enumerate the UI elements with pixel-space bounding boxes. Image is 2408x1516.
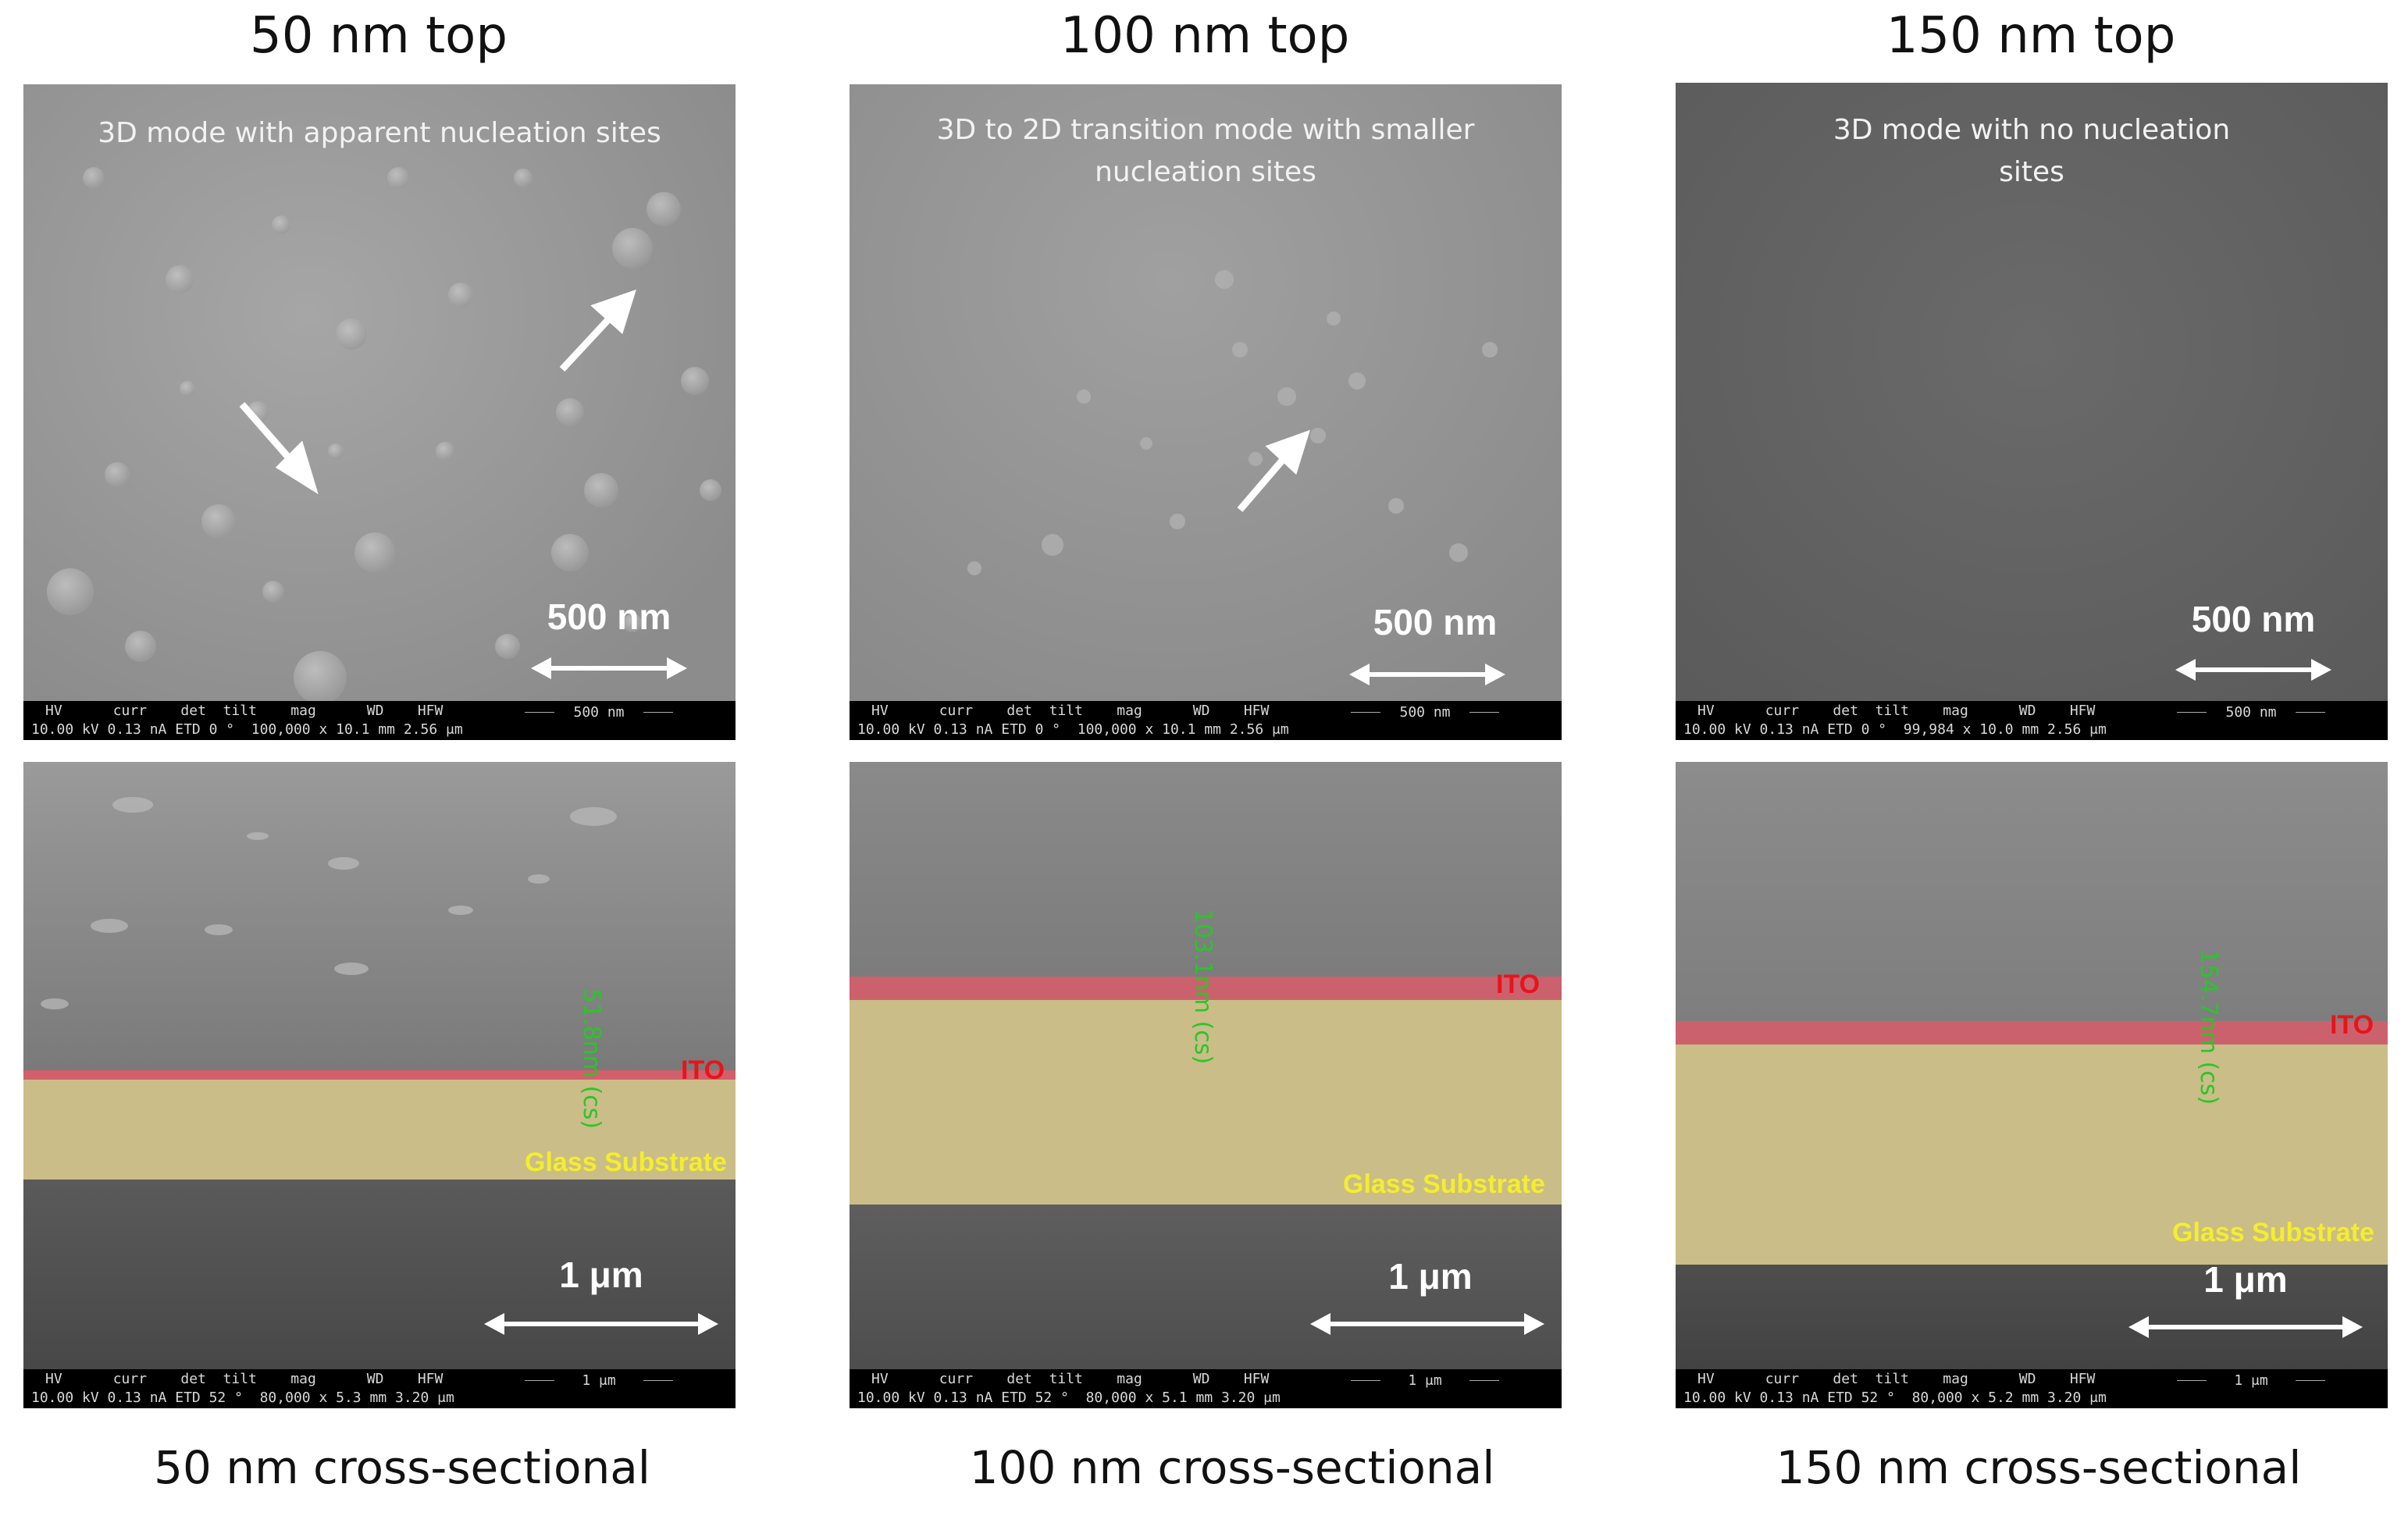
ito-layer-label: ITO	[1496, 970, 1541, 999]
scale-bar-arrow-icon	[1349, 664, 1505, 685]
scale-bar-label: 500 nm	[1373, 602, 1498, 642]
arrow-icon	[239, 289, 636, 495]
thickness-measurement: 154.7nm (cs)	[2195, 949, 2222, 1105]
sem-surface-image	[23, 84, 736, 740]
column-title: 50 nm top	[250, 7, 508, 65]
info-values: 10.00 kV 0.13 nA ETD 52 ° 80,000 x 5.1 m…	[857, 1390, 1281, 1406]
info-header: HV curr det tilt mag WD HFW	[871, 1371, 1270, 1387]
scale-bar-arrow-icon	[484, 1313, 718, 1335]
info-values: 10.00 kV 0.13 nA ETD 0 ° 100,000 x 10.1 …	[857, 721, 1289, 738]
info-header: HV curr det tilt mag WD HFW	[1697, 1371, 2096, 1387]
info-values: 10.00 kV 0.13 nA ETD 52 ° 80,000 x 5.3 m…	[31, 1390, 454, 1406]
sem-cross-section-panel: 51.8nm (cs) ITO Glass Substrate 1 μm HV …	[23, 762, 736, 1408]
column-title: 150 nm top	[1886, 7, 2176, 65]
sem-info-bar: HV curr det tilt mag WD HFW 10.00 kV 0.1…	[23, 1369, 736, 1408]
column-caption: 50 nm cross-sectional	[154, 1441, 650, 1494]
scale-bar-arrow-icon	[2128, 1316, 2363, 1338]
sem-cross-section-panel: 103.1nm (cs) ITO Glass Substrate 1 μm HV…	[850, 762, 1562, 1408]
sem-info-bar: HV curr det tilt mag WD HFW 10.00 kV 0.1…	[1676, 1369, 2388, 1408]
sem-cross-section-image	[1676, 762, 2388, 1408]
thickness-measurement: 51.8nm (cs)	[578, 988, 605, 1130]
info-scale: 1 μm	[1351, 1372, 1499, 1389]
scale-bar-label: 1 μm	[2203, 1259, 2288, 1300]
sem-surface-image	[1676, 83, 2388, 740]
info-header: HV curr det tilt mag WD HFW	[45, 1371, 443, 1387]
sem-info-bar: HV curr det tilt mag WD HFW 10.00 kV 0.1…	[850, 1369, 1562, 1408]
scale-bar-label: 1 μm	[559, 1254, 643, 1295]
glass-substrate-label: Glass Substrate	[2172, 1218, 2374, 1247]
info-scale: 500 nm	[1351, 704, 1499, 721]
sem-info-bar: HV curr det tilt mag WD HFW 10.00 kV 0.1…	[23, 701, 736, 740]
info-scale: 500 nm	[2177, 704, 2325, 721]
glass-substrate-label: Glass Substrate	[1343, 1169, 1545, 1199]
sem-top-view-panel: 3D mode with apparent nucleation sites 5…	[23, 84, 736, 740]
panel-annotation: 3D to 2D transition mode with smaller nu…	[936, 114, 1475, 188]
arrow-icon	[1237, 429, 1310, 512]
ito-layer-label: ITO	[681, 1055, 725, 1085]
ito-layer-label: ITO	[2330, 1010, 2374, 1040]
sem-top-view-panel: 3D to 2D transition mode with smaller nu…	[850, 84, 1562, 740]
scale-bar-label: 500 nm	[547, 596, 671, 637]
sem-top-view-panel: 3D mode with no nucleation sites 500 nm …	[1676, 83, 2388, 740]
scale-bar-arrow-icon	[2175, 659, 2331, 681]
info-scale: 500 nm	[525, 704, 673, 721]
scale-bar-label: 500 nm	[2191, 599, 2316, 639]
scale-bar-label: 1 μm	[1388, 1256, 1473, 1297]
sem-surface-image	[850, 84, 1562, 740]
panel-annotation: 3D mode with apparent nucleation sites	[98, 117, 661, 149]
scale-bar-arrow-icon	[531, 657, 687, 679]
info-values: 10.00 kV 0.13 nA ETD 52 ° 80,000 x 5.2 m…	[1683, 1390, 2107, 1406]
column-caption: 150 nm cross-sectional	[1776, 1441, 2302, 1494]
info-header: HV curr det tilt mag WD HFW	[1697, 703, 2096, 719]
glass-substrate-label: Glass Substrate	[525, 1148, 727, 1177]
column-caption: 100 nm cross-sectional	[969, 1441, 1495, 1494]
info-header: HV curr det tilt mag WD HFW	[871, 703, 1270, 719]
thickness-measurement: 103.1nm (cs)	[1189, 909, 1216, 1065]
panel-annotation: 3D mode with no nucleation sites	[1833, 114, 2231, 188]
info-scale: 1 μm	[2177, 1372, 2325, 1389]
column-title: 100 nm top	[1060, 7, 1350, 65]
sem-cross-section-panel: 154.7nm (cs) ITO Glass Substrate 1 μm HV…	[1676, 762, 2388, 1408]
info-values: 10.00 kV 0.13 nA ETD 0 ° 100,000 x 10.1 …	[31, 721, 463, 738]
scale-bar-arrow-icon	[1310, 1313, 1544, 1335]
sem-info-bar: HV curr det tilt mag WD HFW 10.00 kV 0.1…	[850, 701, 1562, 740]
sem-info-bar: HV curr det tilt mag WD HFW 10.00 kV 0.1…	[1676, 701, 2388, 740]
info-header: HV curr det tilt mag WD HFW	[45, 703, 443, 719]
info-scale: 1 μm	[525, 1372, 673, 1389]
info-values: 10.00 kV 0.13 nA ETD 0 ° 99,984 x 10.0 m…	[1683, 721, 2107, 738]
